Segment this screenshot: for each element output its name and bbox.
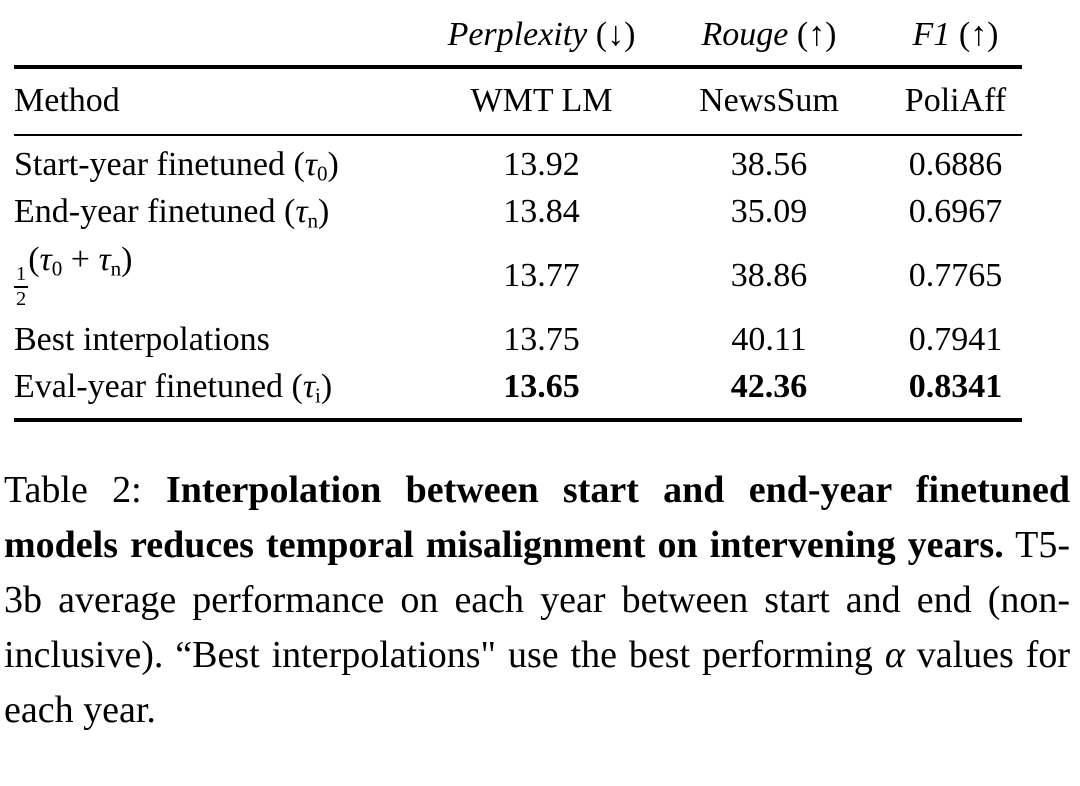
math-symbol: τ — [98, 240, 111, 278]
method-cell: End-year finetuned (τn) — [14, 193, 330, 233]
column-header-newssum: NewsSum — [649, 67, 889, 136]
value-cell: 13.65 — [434, 362, 649, 423]
math-symbol: τ — [304, 145, 317, 183]
metric-header-perplexity: Perplexity (↓) — [434, 12, 649, 70]
up-arrow-icon: (↑) — [796, 16, 837, 53]
down-arrow-icon: (↓) — [595, 16, 636, 53]
math-symbol: τ — [39, 240, 52, 278]
table-row: End-year finetuned (τn) 13.84 35.09 0.6967 — [14, 188, 1022, 235]
metric-name: F1 — [912, 16, 951, 53]
value-cell: 13.75 — [503, 320, 580, 358]
caption-segment: α — [884, 634, 905, 677]
metric-header-rouge: Rouge (↑) — [649, 12, 889, 70]
math-symbol: τ — [302, 367, 316, 405]
metric-name: Perplexity — [447, 16, 588, 53]
results-table: Perplexity (↓) Rouge (↑) F1 (↑) Method W… — [14, 12, 1022, 423]
math-subscript: 0 — [316, 161, 328, 186]
caption-segment: values for each year. — [4, 634, 1070, 732]
value-cell: 13.92 — [503, 145, 580, 183]
value-cell: 0.8341 — [889, 362, 1022, 423]
value-cell: 38.86 — [730, 256, 808, 294]
table-row: 1 2 (τ0 + τn) 13.77 38.86 0.7765 — [14, 236, 1022, 316]
value-cell: 13.84 — [503, 193, 580, 231]
math-subscript: 0 — [51, 255, 63, 280]
up-arrow-icon: (↑) — [958, 16, 999, 53]
metric-group-header-row: Perplexity (↓) Rouge (↑) F1 (↑) — [14, 12, 1022, 70]
metric-name: Rouge — [701, 16, 789, 53]
method-cell: 1 2 (τ0 + τn) — [14, 240, 133, 311]
caption-segment: T5-3b average performance on each year b… — [4, 524, 1070, 677]
caption-segment: Table 2: — [4, 469, 166, 512]
table-body: Start-year finetuned (τ0) 13.92 38.56 0.688… — [14, 135, 1022, 423]
method-cell: Eval-year finetuned (τi) — [14, 362, 434, 423]
math-symbol: τ — [295, 193, 308, 231]
caption-segment: Interpolation between start and end-year… — [4, 469, 1070, 567]
value-cell: 0.7941 — [908, 320, 1003, 358]
math-subscript: n — [307, 208, 319, 233]
column-header-wmt-lm: WMT LM — [434, 67, 649, 136]
value-cell: 40.11 — [731, 320, 807, 358]
column-header-row: Method WMT LM NewsSum PoliAff — [14, 67, 1022, 136]
math-subscript: n — [110, 255, 122, 280]
table-row: Eval-year finetuned (τi) 13.65 42.36 0.8341 — [14, 362, 1022, 423]
math-subscript: i — [315, 383, 321, 408]
value-cell: 38.56 — [730, 145, 808, 183]
column-header-poliaff: PoliAff — [889, 67, 1022, 136]
table-caption: Table 2: Interpolation between start and… — [4, 463, 1070, 738]
metric-header-f1: F1 (↑) — [889, 12, 1022, 70]
value-cell: 42.36 — [649, 362, 889, 423]
column-header-method: Method — [14, 67, 434, 136]
value-cell: 0.7765 — [908, 256, 1003, 294]
value-cell: 0.6886 — [908, 145, 1003, 183]
table-row: Best interpolations 13.75 40.11 0.7941 — [14, 316, 1022, 363]
empty-corner-cell — [14, 12, 434, 70]
value-cell: 35.09 — [730, 193, 808, 231]
value-cell: 13.77 — [503, 256, 580, 294]
method-cell: Start-year finetuned (τ0) — [14, 145, 339, 186]
value-cell: 0.6967 — [908, 193, 1003, 231]
table-row: Start-year finetuned (τ0) 13.92 38.56 0.688… — [14, 135, 1022, 188]
method-cell: Best interpolations — [14, 320, 270, 358]
